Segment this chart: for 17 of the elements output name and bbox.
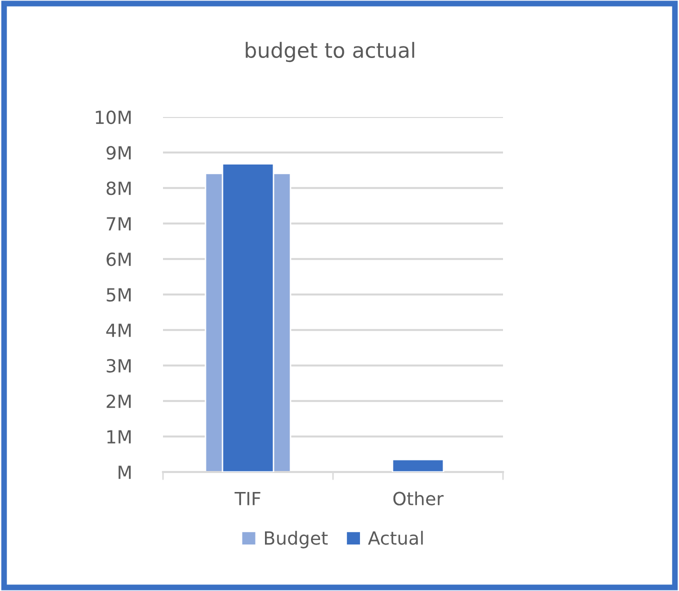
y-tick-label: M (118, 466, 131, 479)
y-tick-label: 10M (96, 110, 131, 124)
y-tick-label: 4M (106, 324, 131, 337)
y-tick-label: 6M (106, 252, 131, 266)
y-tick-label: 2M (106, 394, 131, 408)
y-tick-label: 7M (106, 217, 131, 230)
legend-label: Budget (264, 530, 328, 548)
y-tick-label: 9M (106, 146, 131, 160)
bar (392, 458, 444, 472)
x-tick-label: Other (393, 491, 444, 506)
chart-title: budget to actual (246, 42, 414, 62)
y-tick-label: 8M (106, 181, 131, 196)
y-tick-label: 3M (106, 358, 131, 373)
y-tick-label: 5M (106, 288, 131, 302)
legend-label: Actual (368, 530, 423, 545)
y-tick-label: 1M (107, 430, 131, 444)
x-tick-label: TIF (234, 492, 260, 506)
